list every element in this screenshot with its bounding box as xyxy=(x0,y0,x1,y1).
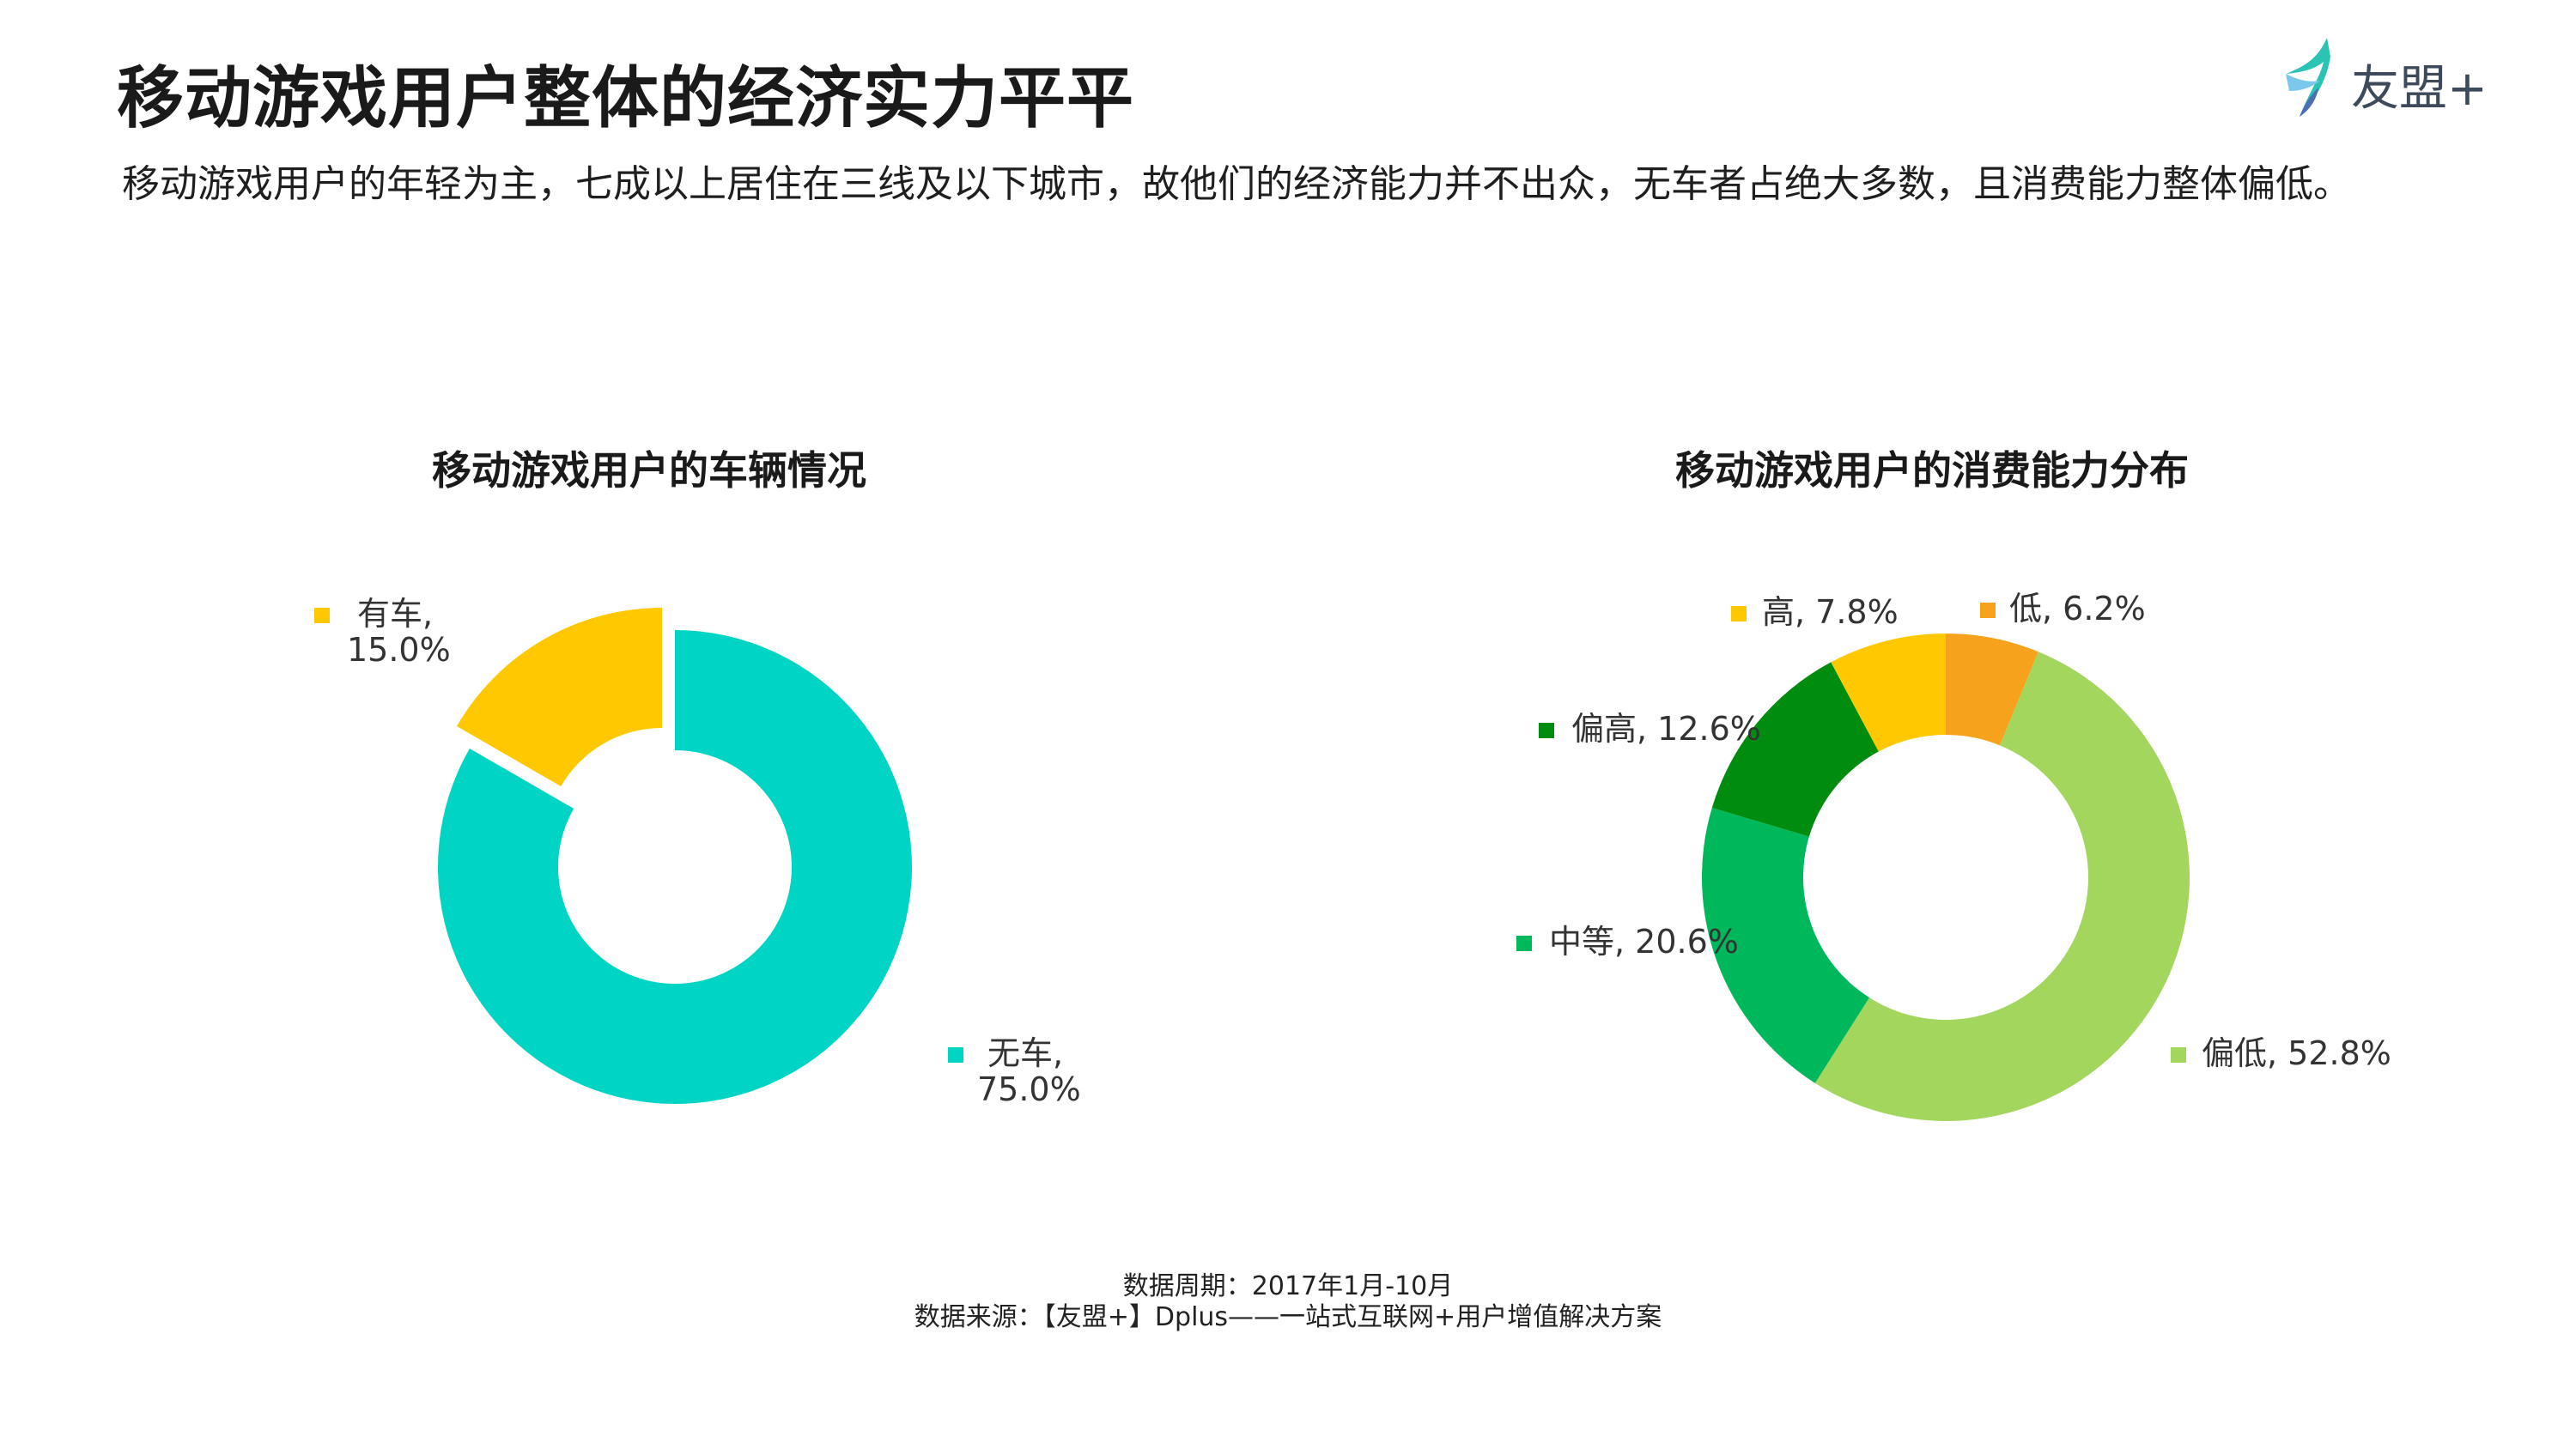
data-label-slice-3: 中等, 20.6% xyxy=(1549,923,1739,961)
brand-name: 友盟+ xyxy=(2351,61,2488,117)
umeng-bird-logo-icon xyxy=(2286,38,2330,117)
footer-period: 数据周期：2017年1月-10月 xyxy=(1122,1271,1454,1301)
chart-title-vehicle: 移动游戏用户的车辆情况 xyxy=(432,447,866,494)
footer-source: 数据来源：【友盟+】Dplus——一站式互联网+用户增值解决方案 xyxy=(914,1302,1662,1332)
donut-slice-4 xyxy=(1711,662,1879,837)
legend-marker-slice-2 xyxy=(314,608,330,623)
chart-title-spending: 移动游戏用户的消费能力分布 xyxy=(1675,447,2189,494)
spending-donut-chart: 低, 6.2% 偏低, 52.8% 中等, 20.6% 偏高, 12.6% 高, 7.8… xyxy=(1516,590,2391,1121)
donut-slice-2 xyxy=(456,608,662,787)
page-subtitle: 移动游戏用户的年轻为主，七成以上居住在三线及以下城市，故他们的经济能力并不出众，… xyxy=(122,162,2351,206)
legend-marker-slice-3 xyxy=(1516,936,1532,951)
vehicle-donut-chart: 无车,75.0% 有车,15.0% xyxy=(314,595,1081,1108)
legend-marker-slice-2 xyxy=(2171,1047,2186,1063)
donut-slice-3 xyxy=(1702,808,1870,1083)
legend-marker-slice-5 xyxy=(1731,606,1747,621)
legend-marker-slice-1 xyxy=(948,1047,963,1063)
data-label-value-slice-1: 75.0% xyxy=(977,1070,1081,1108)
brand-logo: 友盟+ xyxy=(2267,31,2524,125)
data-label-slice-4: 偏高, 12.6% xyxy=(1571,710,1761,748)
donut-slice-1 xyxy=(437,630,913,1104)
data-label-name-slice-2: 有车, xyxy=(357,595,433,633)
legend-marker-slice-1 xyxy=(1980,603,1996,618)
data-label-slice-5: 高, 7.8% xyxy=(1762,593,1899,631)
page-title: 移动游戏用户整体的经济实力平平 xyxy=(117,60,1135,137)
donut-slice-5 xyxy=(1831,634,1946,752)
data-label-value-slice-2: 15.0% xyxy=(347,631,451,669)
legend-marker-slice-4 xyxy=(1539,723,1554,738)
data-label-name-slice-1: 无车, xyxy=(987,1034,1063,1072)
donut-slice-1 xyxy=(1946,634,2038,746)
data-label-slice-2: 偏低, 52.8% xyxy=(2202,1034,2391,1072)
data-label-slice-1: 低, 6.2% xyxy=(2009,590,2146,627)
donut-slice-2 xyxy=(1814,652,2190,1121)
